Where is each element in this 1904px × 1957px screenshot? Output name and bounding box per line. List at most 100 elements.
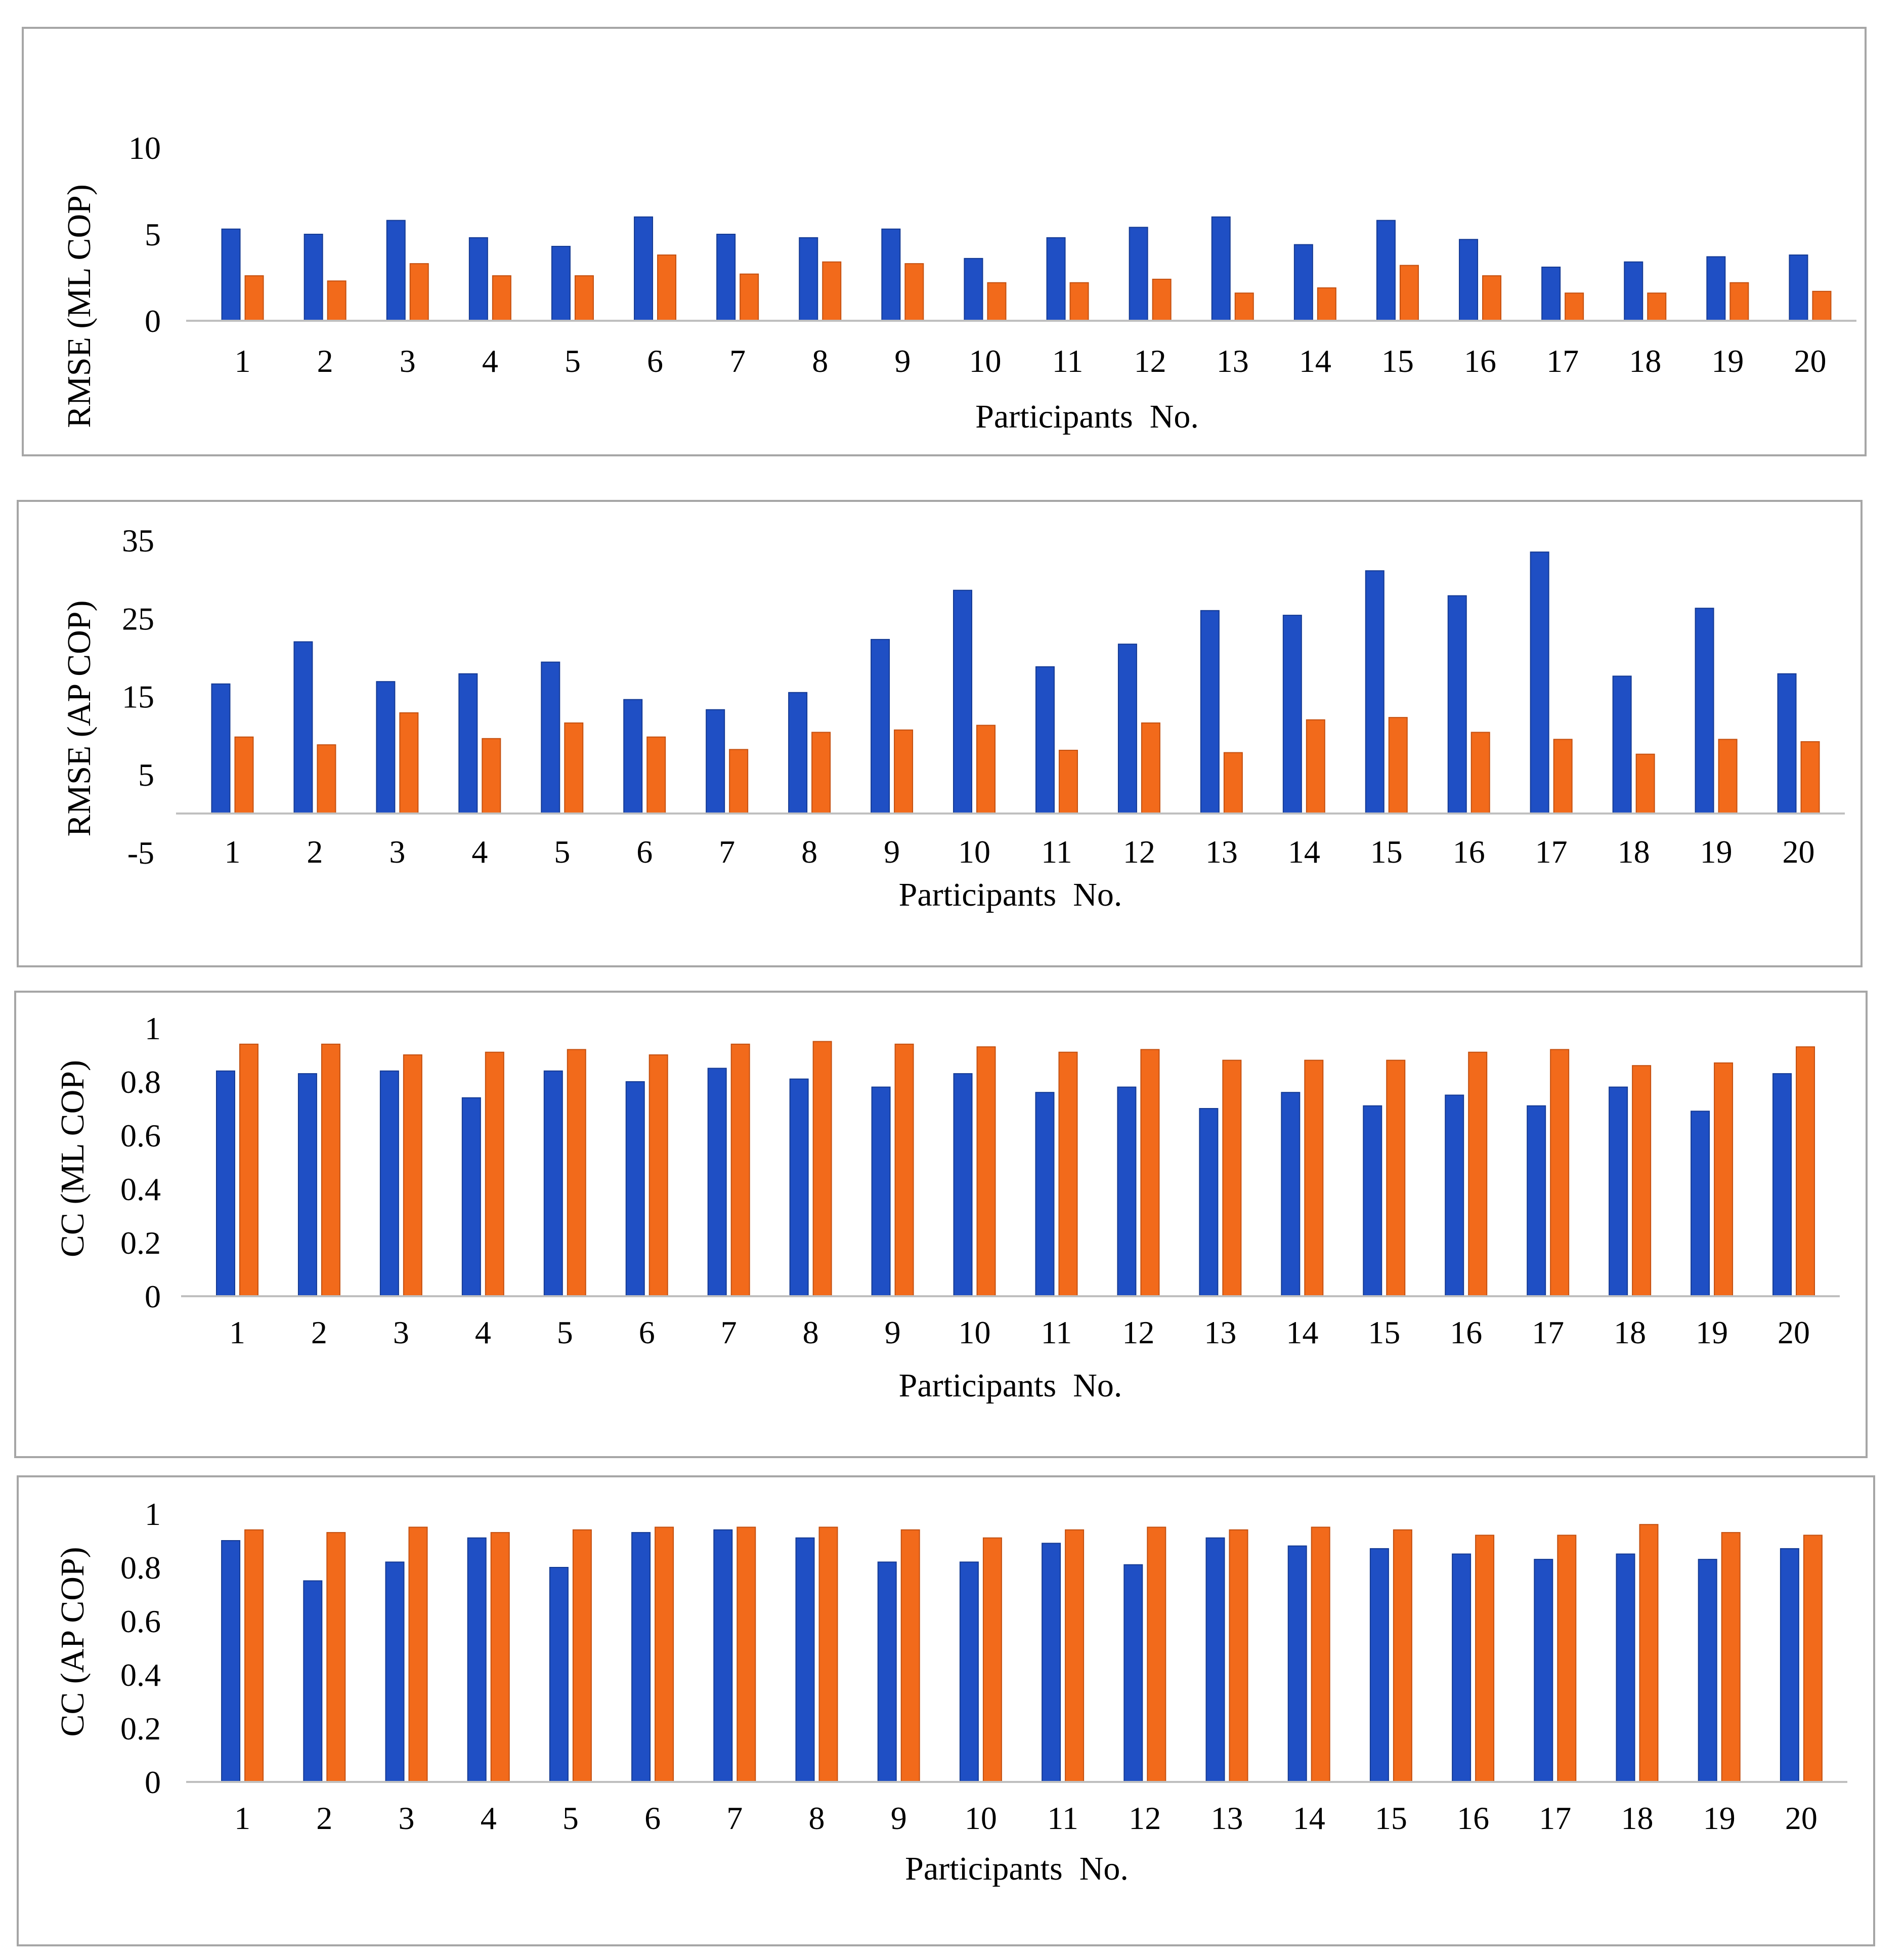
bar-nonlinear-model-p5 [574,275,594,322]
bar-weighted-mean-p15 [1365,570,1384,814]
bar-weighted-mean-p14 [1287,1545,1307,1783]
bar-nonlinear-model-p20 [1796,1046,1815,1297]
bar-nonlinear-model-p3 [399,712,419,814]
x-tick-label: 11 [1052,343,1084,379]
bar-weighted-mean-p8 [795,1537,815,1782]
bar-weighted-mean-p13 [1205,1537,1225,1782]
bar-nonlinear-model-p2 [326,1532,346,1783]
bar-nonlinear-model-p6 [657,254,677,322]
x-tick-label: 20 [1783,834,1815,870]
y-tick-label: -5 [127,835,154,871]
x-tick-label: 14 [1286,1314,1318,1350]
x-tick-label: 4 [481,1800,497,1836]
bar-weighted-mean-p9 [877,1561,897,1782]
bar-weighted-mean-p19 [1698,1559,1717,1783]
bar-weighted-mean-p7 [716,234,736,321]
bar-weighted-mean-p11 [1035,1092,1055,1297]
bar-weighted-mean-p17 [1534,1559,1553,1783]
bar-nonlinear-model-p1 [244,1529,264,1783]
bar-weighted-mean-p19 [1695,608,1714,814]
bar-nonlinear-model-p10 [982,1537,1002,1782]
bar-weighted-mean-p18 [1609,1086,1628,1297]
bar-weighted-mean-p10 [959,1561,979,1782]
bar-nonlinear-model-p4 [482,738,501,814]
bar-weighted-mean-p13 [1199,1108,1219,1297]
bar-weighted-mean-p16 [1445,1094,1464,1297]
bar-weighted-mean-p9 [871,639,890,814]
x-tick-label: 11 [1041,1314,1072,1350]
bar-nonlinear-model-p11 [1065,1529,1085,1783]
bar-nonlinear-model-p19 [1718,739,1738,814]
bar-nonlinear-model-p12 [1152,278,1172,321]
x-tick-label: 16 [1464,343,1496,379]
x-tick-label: 4 [475,1314,491,1350]
x-tick-label: 5 [557,1314,573,1350]
bar-nonlinear-model-p20 [1803,1535,1823,1782]
bar-nonlinear-model-p5 [567,1049,586,1297]
y-tick-label: 15 [122,679,154,715]
bar-nonlinear-model-p14 [1311,1526,1330,1782]
x-tick-label: 6 [644,1800,661,1836]
chart-panel-border [22,27,1867,456]
bar-weighted-mean-p1 [215,1070,235,1297]
bar-weighted-mean-p16 [1447,595,1467,814]
bar-weighted-mean-p14 [1293,244,1313,321]
bar-nonlinear-model-p3 [408,1526,428,1782]
x-tick-label: 4 [482,343,498,379]
bar-nonlinear-model-p17 [1557,1535,1577,1782]
bar-weighted-mean-p2 [293,641,313,814]
x-tick-label: 11 [1041,834,1072,870]
bar-weighted-mean-p10 [964,258,983,322]
x-tick-label: 14 [1293,1800,1325,1836]
bar-weighted-mean-p8 [789,1078,809,1297]
bar-nonlinear-model-p16 [1475,1535,1495,1782]
y-tick-label: 0 [145,1764,161,1800]
x-tick-label: 5 [554,834,570,870]
bar-weighted-mean-p7 [713,1529,733,1783]
bar-nonlinear-model-p4 [485,1051,504,1297]
bar-nonlinear-model-p7 [729,749,749,814]
bar-nonlinear-model-p16 [1470,732,1490,814]
bar-nonlinear-model-p17 [1565,292,1584,322]
bar-weighted-mean-p18 [1624,261,1643,321]
bar-nonlinear-model-p18 [1639,1524,1659,1782]
bar-nonlinear-model-p17 [1550,1049,1570,1297]
x-tick-label: 15 [1370,834,1403,870]
x-tick-label: 1 [234,1800,250,1836]
x-tick-label: 10 [965,1800,997,1836]
bar-nonlinear-model-p2 [317,744,336,814]
x-tick-label: 12 [1123,834,1155,870]
bar-nonlinear-model-p16 [1468,1051,1488,1297]
bar-weighted-mean-p5 [541,661,560,814]
bar-nonlinear-model-p12 [1147,1526,1166,1782]
x-tick-label: 17 [1539,1800,1571,1836]
y-axis-label: RMSE (AP COP) [61,601,98,837]
bar-weighted-mean-p16 [1452,1553,1472,1782]
bar-weighted-mean-p4 [458,673,478,814]
x-tick-label: 6 [639,1314,655,1350]
bar-nonlinear-model-p18 [1632,1065,1652,1297]
bar-nonlinear-model-p10 [987,282,1007,322]
bar-weighted-mean-p5 [549,1567,569,1782]
x-tick-label: 10 [969,343,1001,379]
bar-nonlinear-model-p5 [564,722,584,814]
x-tick-label: 7 [726,1800,743,1836]
y-tick-label: 0.6 [120,1603,161,1639]
bar-weighted-mean-p4 [468,237,488,321]
bar-nonlinear-model-p11 [1058,1051,1078,1297]
x-tick-label: 6 [636,834,653,870]
x-tick-label: 14 [1299,343,1331,379]
bar-weighted-mean-p1 [221,1540,241,1782]
bar-nonlinear-model-p15 [1386,1059,1406,1297]
y-tick-label: 25 [122,601,154,636]
x-tick-label: 17 [1535,834,1568,870]
bar-weighted-mean-p6 [631,1532,651,1783]
bar-nonlinear-model-p13 [1229,1529,1248,1783]
x-tick-label: 9 [891,1800,907,1836]
bar-nonlinear-model-p15 [1399,265,1419,321]
x-tick-label: 1 [229,1314,245,1350]
bar-weighted-mean-p6 [625,1081,645,1297]
